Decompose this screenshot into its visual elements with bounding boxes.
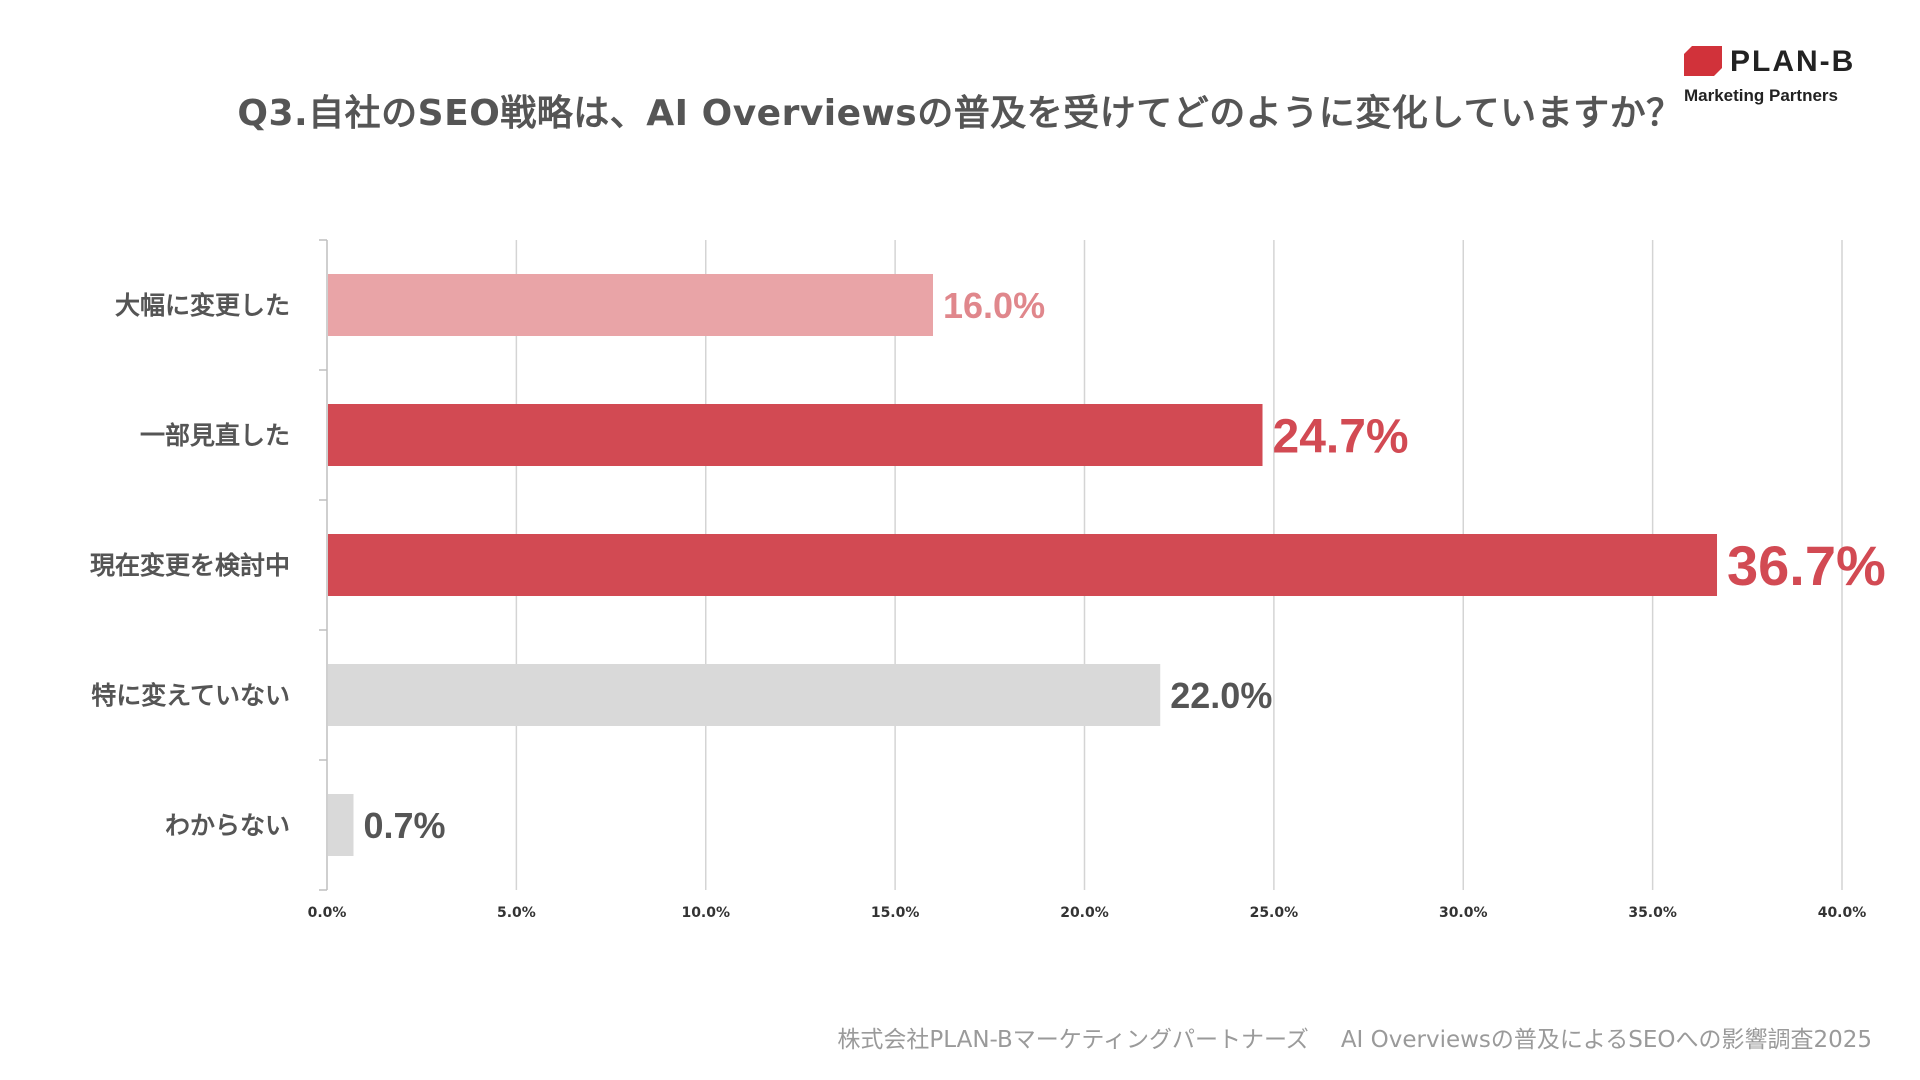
- chart-title: Q3.自社のSEO戦略は、AI Overviewsの普及を受けてどのように変化し…: [237, 93, 1683, 134]
- bar: [328, 794, 354, 856]
- value-label: 16.0%: [943, 285, 1045, 326]
- category-label: わからない: [165, 811, 290, 840]
- x-tick-labels: 0.0% 5.0% 10.0% 15.0% 20.0% 25.0% 30.0% 35.0% 40…: [308, 905, 1867, 921]
- bars: [328, 274, 1718, 856]
- x-tick-label: 30.0%: [1439, 905, 1488, 921]
- value-label: 0.7%: [364, 805, 446, 846]
- brand-name: PLAN-B: [1730, 45, 1856, 78]
- x-tick-label: 40.0%: [1818, 905, 1867, 921]
- x-tick-label: 35.0%: [1628, 905, 1677, 921]
- x-tick-label: 20.0%: [1060, 905, 1109, 921]
- source-company: 株式会社PLAN-Bマーケティングパートナーズ: [837, 1027, 1309, 1053]
- x-tick-label: 10.0%: [681, 905, 730, 921]
- value-labels: 16.0% 24.7% 36.7% 22.0% 0.7%: [364, 285, 1886, 846]
- bar-chart: 16.0% 24.7% 36.7% 22.0% 0.7% 大幅に変更した一部見直した現在…: [90, 239, 1886, 921]
- value-label: 36.7%: [1727, 534, 1886, 597]
- brand-logo: PLAN-B Marketing Partners: [1680, 46, 1880, 116]
- category-label: 一部見直した: [140, 421, 290, 450]
- category-label: 大幅に変更した: [115, 291, 290, 320]
- x-tick-label: 25.0%: [1250, 905, 1299, 921]
- brand-tagline: Marketing Partners: [1684, 86, 1838, 105]
- bar: [328, 404, 1263, 466]
- source-credit: 株式会社PLAN-Bマーケティングパートナーズ AI Overviewsの普及によ…: [837, 1020, 1872, 1054]
- bar: [328, 274, 933, 336]
- bar: [328, 664, 1161, 726]
- logo-mark-shape: [1684, 46, 1722, 76]
- x-tick-label: 15.0%: [871, 905, 920, 921]
- value-label: 22.0%: [1170, 675, 1272, 716]
- category-label: 現在変更を検討中: [90, 551, 290, 580]
- value-label: 24.7%: [1273, 410, 1409, 463]
- x-tick-label: 0.0%: [308, 905, 347, 921]
- x-tick-label: 5.0%: [497, 905, 536, 921]
- y-axis: [319, 239, 328, 891]
- plan-b-mark-icon: [1684, 46, 1722, 76]
- category-label: 特に変えていない: [91, 681, 290, 710]
- bar: [328, 534, 1718, 596]
- source-survey: AI Overviewsの普及によるSEOへの影響調査2025: [1340, 1027, 1872, 1053]
